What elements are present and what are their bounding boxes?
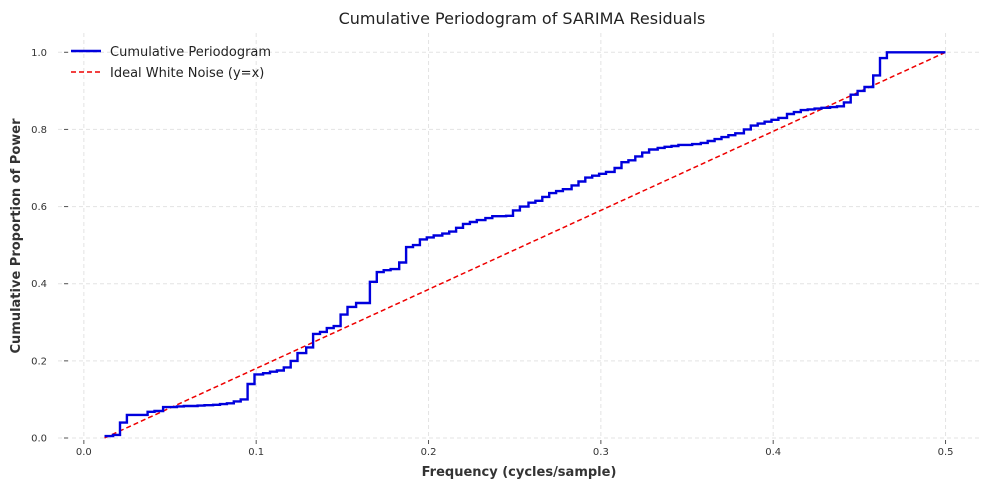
x-tick-label: 0.2 xyxy=(421,447,437,458)
x-tick-label: 0.0 xyxy=(76,447,92,458)
legend-label-ideal-white-noise: Ideal White Noise (y=x) xyxy=(110,66,264,81)
grid xyxy=(58,33,980,439)
y-tick-label: 0.4 xyxy=(31,279,47,290)
axis-ticks: 0.0 0.1 0.2 0.3 0.4 0.5 0.0 0.2 0.4 0.6 0.8 1.0 xyxy=(31,48,953,458)
chart-title: Cumulative Periodogram of SARIMA Residua… xyxy=(339,9,706,28)
y-tick-label: 0.8 xyxy=(31,125,47,136)
legend-label-cumulative-periodogram: Cumulative Periodogram xyxy=(110,45,271,60)
series-line-cumulative-periodogram xyxy=(104,51,946,438)
y-tick-label: 0.0 xyxy=(31,434,47,445)
y-tick-label: 1.0 xyxy=(31,48,47,59)
y-tick-label: 0.2 xyxy=(31,356,47,367)
series-layer xyxy=(104,51,946,439)
x-tick-label: 0.4 xyxy=(765,447,781,458)
legend: Cumulative Periodogram Ideal White Noise… xyxy=(71,45,271,81)
y-tick-label: 0.6 xyxy=(31,202,47,213)
y-axis-label: Cumulative Proportion of Power xyxy=(9,118,24,354)
x-axis-label: Frequency (cycles/sample) xyxy=(422,465,617,480)
series-line-ideal-white-noise xyxy=(104,51,946,439)
x-tick-label: 0.1 xyxy=(248,447,264,458)
x-tick-label: 0.5 xyxy=(938,447,954,458)
x-tick-label: 0.3 xyxy=(593,447,609,458)
